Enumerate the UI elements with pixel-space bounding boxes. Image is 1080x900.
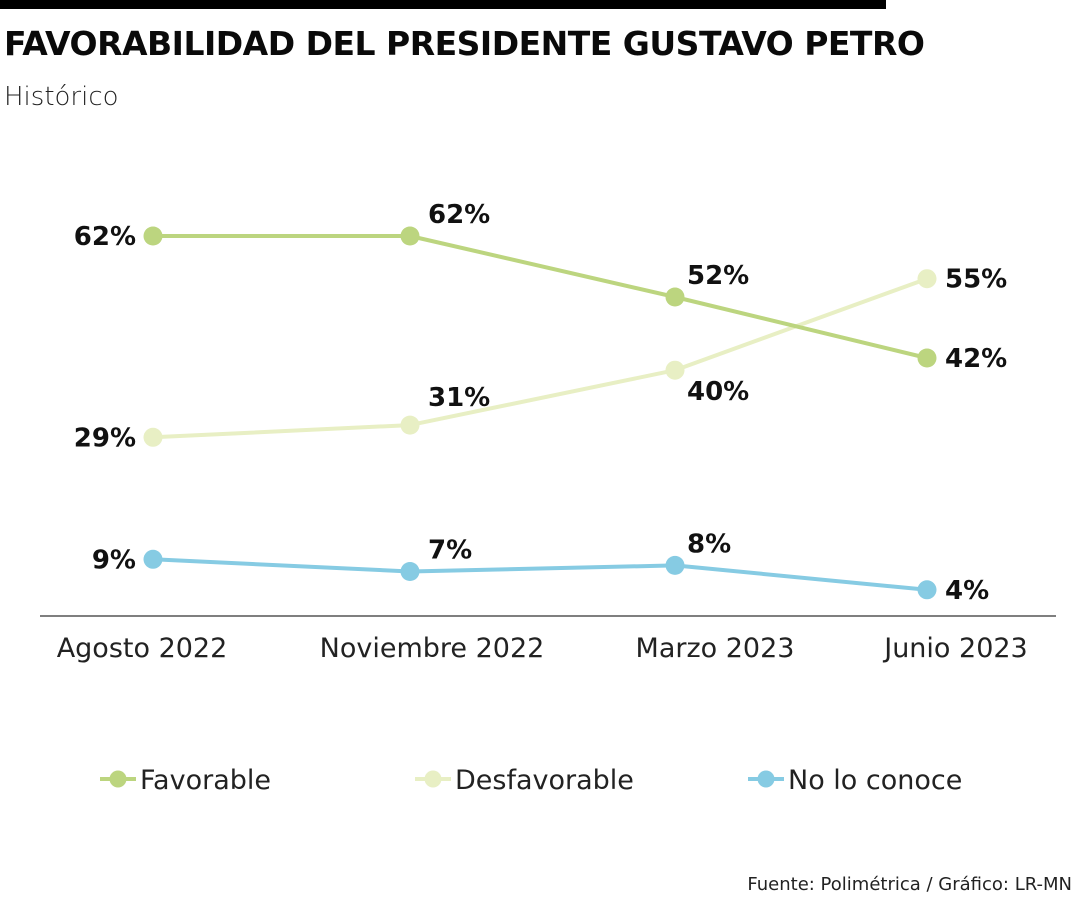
x-tick-label: Noviembre 2022 [320,633,545,664]
data-point [665,360,685,380]
legend-item: No lo conoce [748,765,962,796]
data-label: 40% [687,377,749,407]
legend-item: Desfavorable [415,765,634,796]
series-line [152,557,928,592]
data-point [665,287,685,307]
legend-swatch-marker [109,770,127,788]
legend-swatch-marker [757,770,775,788]
data-label: 62% [428,200,490,230]
data-label: 62% [74,222,136,252]
data-label: 52% [687,261,749,291]
data-point [917,580,937,600]
legend-label: Favorable [140,765,271,796]
data-point [400,226,420,246]
data-label: 4% [945,576,989,606]
series-layer: 29% 31% 40% 55% 62% 62% 52% 42% 9% 7% 8% 4% [74,200,1007,606]
x-tick-label: Agosto 2022 [57,633,228,664]
data-label: 31% [428,383,490,413]
data-point [917,269,937,289]
data-point [665,555,685,575]
series-favorable: 62% 62% 52% 42% [74,200,1007,374]
series-desfavorable: 29% 31% 40% 55% [74,265,1007,454]
legend: Favorable Desfavorable No lo conoce [100,765,962,796]
data-label: 42% [945,344,1007,374]
data-point [143,549,163,569]
legend-label: No lo conoce [788,765,962,796]
legend-item: Favorable [100,765,271,796]
x-tick-label: Junio 2023 [882,633,1028,664]
series-line [152,276,928,440]
legend-label: Desfavorable [455,765,634,796]
x-axis-ticks: Agosto 2022 Noviembre 2022 Marzo 2023 Junio… [57,633,1028,664]
data-point [143,226,163,246]
x-tick-label: Marzo 2023 [636,633,795,664]
data-label: 9% [92,545,136,575]
data-point [143,427,163,447]
data-point [400,562,420,581]
data-label: 8% [687,529,731,559]
series-line [153,234,928,360]
data-label: 29% [74,423,136,453]
data-label: 7% [428,536,472,566]
source-credit: Fuente: Polimétrica / Gráfico: LR-MN [747,874,1072,895]
data-label: 55% [945,265,1007,295]
chart-title: FAVORABILIDAD DEL PRESIDENTE GUSTAVO PET… [4,24,925,63]
series-no-lo-conoce: 9% 7% 8% 4% [92,529,989,605]
chart-subtitle: Histórico [4,82,119,112]
data-point [917,348,937,368]
legend-swatch-marker [424,770,442,788]
data-point [400,415,420,435]
top-rule [0,0,886,9]
